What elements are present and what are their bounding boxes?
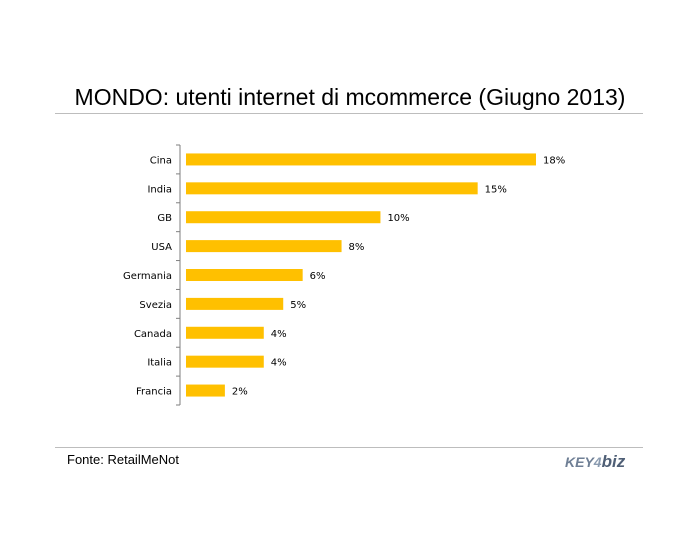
data-label: 6% bbox=[310, 271, 326, 282]
bar-francia bbox=[186, 384, 225, 397]
category-label: GB bbox=[157, 213, 172, 224]
key4biz-logo: KEY4biz bbox=[565, 451, 640, 473]
data-label: 2% bbox=[232, 387, 248, 398]
category-label: Cina bbox=[150, 155, 172, 166]
logo-biz-text: biz bbox=[601, 452, 626, 471]
logo-key-text: KEY bbox=[565, 454, 594, 470]
bar-usa bbox=[186, 240, 342, 253]
data-label: 15% bbox=[485, 184, 507, 195]
data-label: 8% bbox=[349, 242, 365, 253]
data-label: 10% bbox=[387, 213, 409, 224]
title-divider bbox=[55, 113, 643, 114]
bar-svezia bbox=[186, 297, 284, 310]
category-label: Svezia bbox=[139, 300, 172, 311]
bar-italia bbox=[186, 355, 264, 368]
category-label: USA bbox=[151, 242, 172, 253]
bar-gb bbox=[186, 211, 381, 224]
bar-cina bbox=[186, 153, 536, 166]
category-label: Italia bbox=[147, 358, 172, 369]
bar-germania bbox=[186, 269, 303, 281]
data-label: 4% bbox=[271, 329, 287, 340]
chart-title: MONDO: utenti internet di mcommerce (Giu… bbox=[74, 84, 626, 110]
logo-four-text: 4 bbox=[593, 454, 602, 470]
bar-canada bbox=[186, 326, 264, 339]
category-label: Germania bbox=[123, 271, 172, 282]
data-label: 5% bbox=[290, 300, 306, 311]
category-label: Canada bbox=[134, 329, 172, 340]
footer-divider bbox=[55, 447, 643, 448]
data-label: 4% bbox=[271, 358, 287, 369]
data-label: 18% bbox=[543, 155, 565, 166]
bar-india bbox=[186, 182, 478, 195]
category-label: Francia bbox=[136, 387, 172, 398]
category-label: India bbox=[147, 184, 172, 195]
source-note: Fonte: RetailMeNot bbox=[67, 452, 179, 467]
